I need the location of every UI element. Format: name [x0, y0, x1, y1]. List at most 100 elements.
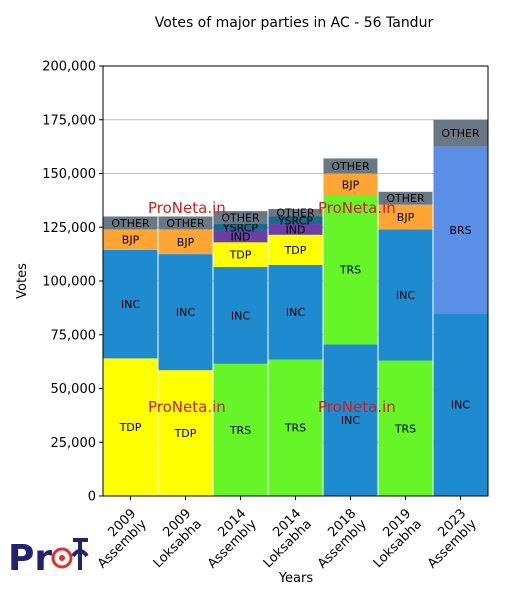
bar-segment	[103, 358, 158, 496]
segment-label: TDP	[284, 244, 307, 257]
segment-label: TRS	[394, 422, 416, 435]
bar-segment	[323, 344, 378, 496]
bar-segment	[378, 191, 433, 205]
bar-segment	[158, 254, 213, 371]
bar-segment	[268, 264, 323, 360]
bar-segment	[323, 158, 378, 174]
bar-segment	[323, 195, 378, 345]
bar-stacks: TDP INC BJP OTHER TDP INC BJP OTHER TRS INC TDP IND…	[103, 119, 488, 496]
bar-segment	[433, 146, 488, 314]
segment-label: OTHER	[276, 207, 315, 220]
segment-label: BJP	[177, 236, 195, 249]
y-axis-ticks: 0 25,000 50,000 75,000 100,000 125,000 150,000…	[42, 60, 103, 505]
watermark-text: ProNeta.in	[148, 398, 226, 416]
bar-segment	[213, 242, 268, 268]
chart-title: Votes of major parties in AC - 56 Tandur	[155, 15, 434, 31]
watermarks: ProNeta.in ProNeta.in ProNeta.in ProNeta…	[148, 199, 396, 416]
bar-segment	[268, 216, 323, 225]
segment-label: TRS	[339, 264, 361, 277]
segment-label: IND	[286, 223, 306, 236]
y-tick-label: 175,000	[42, 113, 96, 128]
bar-segment	[268, 208, 323, 217]
segment-label: INC	[396, 289, 415, 302]
segment-label: OTHER	[441, 127, 480, 140]
bar-segment	[103, 229, 158, 250]
bar-segment	[378, 360, 433, 496]
x-axis-label: Years	[278, 571, 314, 586]
bar-stack: INC BRS OTHER	[433, 119, 488, 496]
segment-label: TDP	[174, 427, 197, 440]
segment-label: TDP	[119, 421, 142, 434]
segment-label: INC	[231, 309, 250, 322]
x-tick-label: 2019Loksabha	[360, 506, 425, 571]
bar-segment	[433, 119, 488, 147]
bar-segment	[213, 363, 268, 496]
segment-label: YSRCP	[222, 221, 258, 234]
watermark-text: ProNeta.in	[318, 398, 396, 416]
y-tick-label: 25,000	[51, 436, 97, 451]
bar-segment	[433, 313, 488, 496]
x-tick-label: 2023Assembly	[414, 506, 480, 572]
segment-label: BRS	[449, 224, 471, 237]
bar-segment	[378, 204, 433, 230]
bar-segment	[158, 216, 213, 230]
y-axis-label: Votes	[15, 263, 30, 299]
segment-label: OTHER	[386, 192, 425, 205]
bar-segment	[378, 229, 433, 361]
x-tick-label: 2009Assembly	[84, 506, 150, 572]
y-tick-label: 150,000	[42, 167, 96, 182]
segment-label: INC	[451, 399, 470, 412]
segment-label: IND	[231, 230, 251, 243]
bar-segment	[213, 211, 268, 225]
watermark-text: ProNeta.in	[148, 199, 226, 217]
watermark-text: ProNeta.in	[318, 199, 396, 217]
bar-segment	[268, 224, 323, 235]
segment-label: INC	[176, 306, 195, 319]
bar-stack: TDP INC BJP OTHER	[158, 216, 213, 496]
segment-label: TRS	[229, 424, 251, 437]
y-tick-label: 0	[88, 490, 96, 505]
x-tick-label: 2014Loksabha	[250, 506, 315, 571]
y-tick-label: 125,000	[42, 221, 96, 236]
bar-segment	[103, 249, 158, 359]
bar-stack: INC TRS BJP OTHER	[323, 158, 378, 496]
x-tick-label: 2018Assembly	[304, 506, 370, 572]
bar-segment	[158, 229, 213, 255]
bar-segment	[268, 234, 323, 265]
segment-label: OTHER	[166, 217, 205, 230]
bar-stack: TDP INC BJP OTHER	[103, 216, 158, 496]
proneta-logo: Pr	[8, 538, 89, 579]
y-tick-label: 50,000	[51, 382, 97, 397]
segment-label: INC	[286, 306, 305, 319]
bar-segment	[268, 359, 323, 496]
segment-label: TRS	[284, 422, 306, 435]
y-tick-label: 200,000	[42, 60, 96, 75]
bar-segment	[213, 224, 268, 231]
segment-label: INC	[341, 414, 360, 427]
x-tick-label: 2014Assembly	[194, 506, 260, 572]
bar-segment	[213, 267, 268, 364]
segment-label: BJP	[122, 234, 140, 247]
segment-label: OTHER	[331, 160, 370, 173]
bar-segment	[103, 216, 158, 230]
segment-label: YSRCP	[277, 214, 313, 227]
x-axis-ticks: 2009Assembly 2009Loksabha 2014Assembly 2014…	[84, 496, 480, 572]
segment-label: INC	[121, 298, 140, 311]
svg-text:Pr: Pr	[8, 538, 52, 579]
bar-stack: TRS INC BJP OTHER	[378, 191, 433, 496]
bar-segment	[213, 230, 268, 243]
segment-label: OTHER	[221, 212, 260, 225]
segment-label: BJP	[342, 178, 360, 191]
y-tick-label: 75,000	[51, 328, 97, 343]
plot-frame	[102, 65, 489, 497]
bar-segment	[158, 370, 213, 496]
segment-label: TDP	[229, 249, 252, 262]
y-tick-label: 100,000	[42, 275, 96, 290]
x-tick-label: 2009Loksabha	[140, 506, 205, 571]
bar-segment	[323, 173, 378, 195]
segment-label: BJP	[397, 211, 415, 224]
segment-label: OTHER	[111, 217, 150, 230]
